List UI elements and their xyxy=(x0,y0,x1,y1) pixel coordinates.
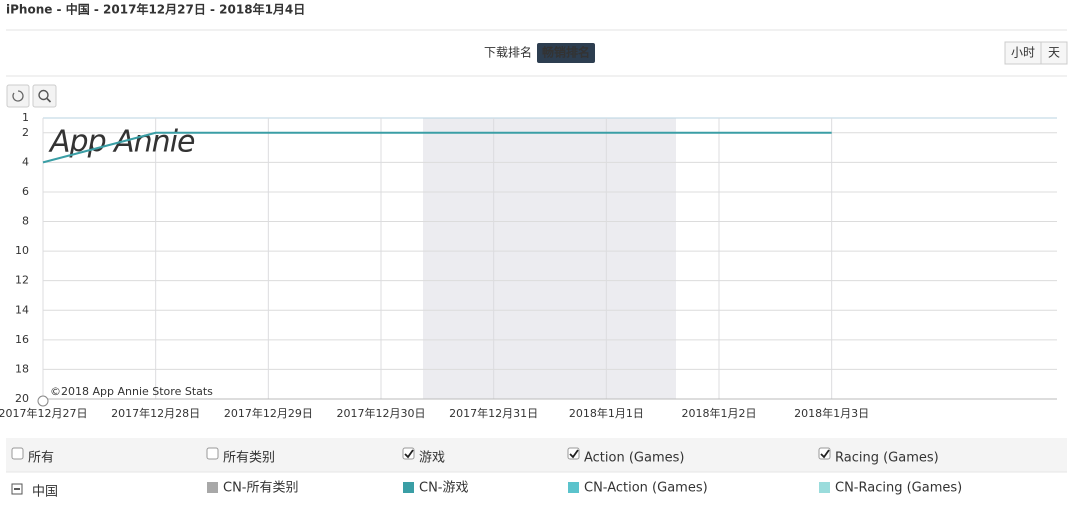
y-tick-label: 14 xyxy=(15,303,29,316)
tab[interactable]: 下载排名 xyxy=(484,45,532,60)
filter-label: 游戏 xyxy=(419,451,445,466)
x-tick-label: 2017年12月27日 xyxy=(0,406,88,420)
tab[interactable]: 畅销排名 xyxy=(542,45,590,60)
region-label: 中国 xyxy=(32,485,58,500)
checkbox[interactable] xyxy=(567,447,580,460)
checkbox[interactable] xyxy=(206,447,219,460)
checkbox[interactable] xyxy=(818,447,831,460)
filter-label: 所有类别 xyxy=(223,451,275,466)
y-tick-label: 2 xyxy=(22,126,29,139)
checkmark xyxy=(569,449,579,459)
reset-button[interactable] xyxy=(6,84,30,108)
button-frame xyxy=(32,84,57,108)
button-frame xyxy=(6,84,30,108)
zoom-icon xyxy=(38,89,49,101)
reset-icon xyxy=(12,90,24,102)
weekend-shade xyxy=(423,118,676,399)
granularity-button[interactable] xyxy=(1040,41,1068,65)
y-tick-label: 6 xyxy=(22,185,29,198)
filter-row xyxy=(6,438,1067,472)
zoom-icon xyxy=(46,97,52,103)
legend-label[interactable]: CN-Racing (Games) xyxy=(835,481,962,496)
y-tick-label: 16 xyxy=(15,333,29,346)
granularity-label: 小时 xyxy=(1011,46,1035,60)
y-tick-label: 1 xyxy=(22,111,29,124)
x-tick-label: 2017年12月29日 xyxy=(224,406,313,420)
legend-swatch xyxy=(403,482,414,493)
zoom-button[interactable] xyxy=(32,84,57,108)
y-tick-label: 10 xyxy=(15,244,29,257)
legend-label[interactable]: CN-所有类别 xyxy=(223,481,299,496)
x-tick-label: 2018年1月2日 xyxy=(682,406,757,420)
legend-swatch xyxy=(819,482,830,493)
filter-label: 所有 xyxy=(28,451,54,466)
x-tick-label: 2017年12月30日 xyxy=(337,406,426,420)
checkmark xyxy=(820,449,830,459)
checkmark xyxy=(404,449,414,459)
y-tick-label: 12 xyxy=(15,274,29,287)
credit: ©2018 App Annie Store Stats xyxy=(50,385,213,398)
y-tick-label: 20 xyxy=(15,392,29,405)
legend-label[interactable]: CN-游戏 xyxy=(419,481,469,496)
slider-handle[interactable] xyxy=(37,395,49,407)
checkbox[interactable] xyxy=(11,447,24,460)
granularity-label: 天 xyxy=(1048,46,1060,60)
y-tick-label: 4 xyxy=(22,155,29,168)
legend-swatch xyxy=(568,482,579,493)
x-tick-label: 2017年12月31日 xyxy=(449,406,538,420)
x-tick-label: 2018年1月3日 xyxy=(794,406,869,420)
legend-label[interactable]: CN-Action (Games) xyxy=(584,481,708,496)
x-tick-label: 2018年1月1日 xyxy=(569,406,644,420)
filter-label: Racing (Games) xyxy=(835,451,939,466)
y-tick-label: 18 xyxy=(15,362,29,375)
line xyxy=(42,131,832,164)
tab-active-bg xyxy=(537,43,595,63)
legend-swatch xyxy=(207,482,218,493)
y-tick-label: 8 xyxy=(22,215,29,228)
page-title: iPhone - 中国 - 2017年12月27日 - 2018年1月4日 xyxy=(6,2,305,17)
filter-label: Action (Games) xyxy=(584,451,684,466)
x-tick-label: 2017年12月28日 xyxy=(111,406,200,420)
checkbox[interactable] xyxy=(402,447,415,460)
